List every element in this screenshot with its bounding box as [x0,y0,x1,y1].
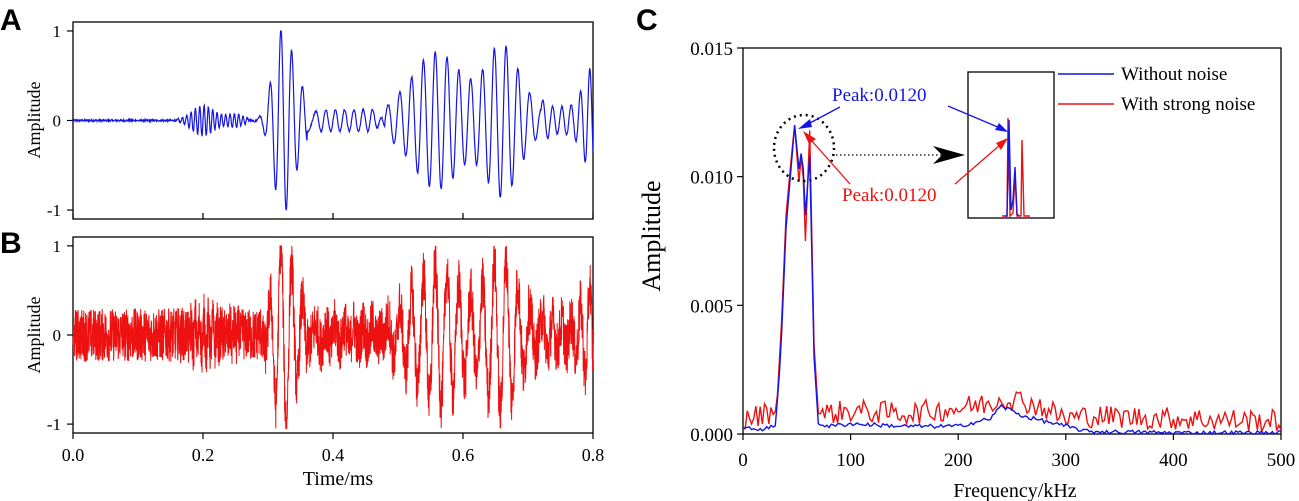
panel-b-ticks: 1 0 -10.0 0.2 0.4 0.6 0.8 [47,237,604,465]
panel-c-xtick-label: 200 [944,450,973,471]
panel-label-a: A [0,4,22,37]
panel-b-ylabel: Amplitude [24,296,44,373]
panel-b-xtick-label: 0.8 [582,445,605,465]
panel-c-frame [742,47,1282,435]
panel-c-xtick-label: 0 [738,450,748,471]
panel-b-ytick-label: 1 [53,237,62,256]
panel-b-xlabel: Time/ms [303,468,374,490]
panel-b-xtick-label: 0.4 [322,445,345,465]
panel-c-ylabel: Amplitude [637,180,666,291]
peak-arrow-red-main [810,139,851,185]
peak-arrowhead-blue-inset [995,123,1008,132]
peak-arrow-blue-inset [947,105,1001,129]
panel-c-ticks: 0.000 0.005 0.010 0.015 0 100 200 300 400 500 [690,39,1295,471]
panel-c-xlabel: Frequency/kHz [953,480,1076,501]
panel-c-ytick-label: 0.005 [690,296,733,317]
legend-label-with-strong-noise: With strong noise [1121,94,1255,115]
peak-arrow-red-inset [954,144,1001,185]
peak-arrow-blue-main [807,106,841,125]
panel-b-xtick-label: 0.6 [452,445,475,465]
panel-a-ytick-label: 1 [53,22,62,41]
legend: Without noise With strong noise [1058,64,1255,115]
panel-c-ytick-label: 0.010 [690,168,733,189]
panel-b-xtick-label: 0.0 [62,445,85,465]
peak-highlight-circle [772,113,836,183]
peak-arrowhead-red-inset [996,138,1008,150]
panel-a: 1 0 -1 Amplitude [24,21,594,220]
panel-label-c: C [636,4,658,37]
inset-blue-spikes [1005,119,1020,217]
panel-a-ticks: 1 0 -1 [47,22,594,220]
panel-c-xtick-label: 500 [1267,450,1296,471]
peak-annotation-blue: Peak:0.0120 [832,85,926,106]
panel-b-ytick-label: -1 [47,415,61,434]
panel-c-xtick-label: 400 [1159,450,1188,471]
panel-c: 0.000 0.005 0.010 0.015 0 100 200 300 400 500 Amp… [637,39,1295,501]
panel-a-ytick-label: -1 [47,201,61,220]
panel-b-ytick-label: 0 [53,326,62,345]
panel-b-xtick-label: 0.2 [192,445,215,465]
panel-label-b: B [0,227,22,260]
panel-c-series-without-noise [742,125,1282,436]
panel-c-ytick-label: 0.015 [690,39,733,60]
panel-a-ytick-label: 0 [53,112,62,131]
panel-c-ytick-label: 0.000 [690,425,733,446]
panel-b: 1 0 -10.0 0.2 0.4 0.6 0.8 Amplitude Time/ms [24,236,604,490]
peak-arrowhead-red-main [803,131,816,144]
legend-label-without-noise: Without noise [1121,64,1227,85]
peak-annotation-red: Peak:0.0120 [842,185,936,206]
zoom-arrow-head [933,146,965,164]
panel-a-signal-line [72,30,594,211]
peak-arrowhead-blue-main [798,119,812,129]
panel-c-xtick-label: 100 [836,450,865,471]
panel-c-xtick-label: 300 [1052,450,1081,471]
panel-a-ylabel: Amplitude [24,81,44,158]
panel-b-signal-line [72,244,594,430]
